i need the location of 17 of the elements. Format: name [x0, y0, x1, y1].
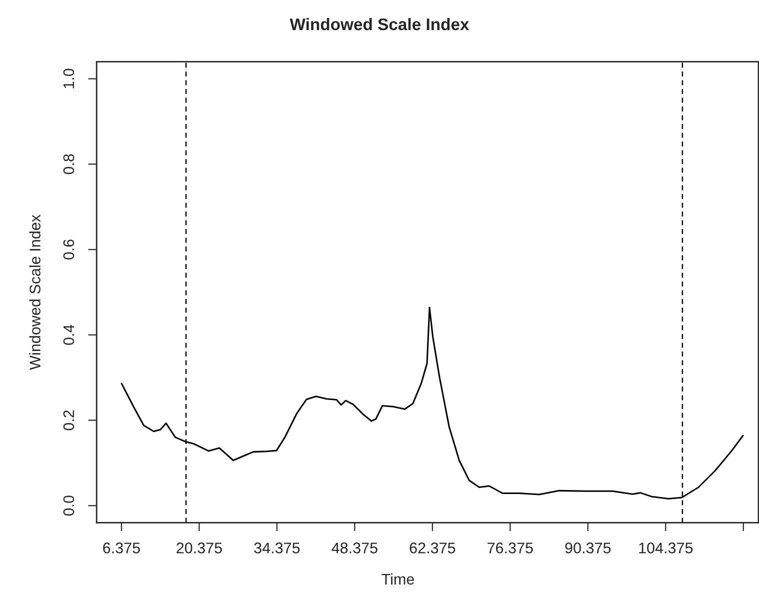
y-tick-label: 0.6 — [63, 240, 74, 260]
x-tick-label: 104.375 — [639, 542, 693, 554]
x-tick-label: 20.375 — [176, 542, 222, 554]
x-tick-label: 34.375 — [254, 542, 300, 554]
x-tick-label: 76.375 — [488, 542, 533, 554]
x-tick-label: 62.375 — [410, 542, 456, 554]
y-tick-label: 0.8 — [63, 154, 74, 174]
x-tick-label: 90.375 — [565, 542, 611, 554]
y-tick-label: 0.0 — [63, 496, 74, 516]
x-tick-label: 6.375 — [103, 542, 140, 554]
x-tick-label: 48.375 — [332, 542, 378, 554]
y-tick-label: 0.4 — [63, 324, 74, 345]
y-axis-title: Windowed Scale Index — [29, 214, 40, 370]
chart-title: Windowed Scale Index — [290, 18, 470, 30]
y-tick-label: 1.0 — [63, 68, 74, 88]
x-axis-title: Time — [382, 573, 414, 585]
y-tick-label: 0.2 — [63, 410, 74, 430]
